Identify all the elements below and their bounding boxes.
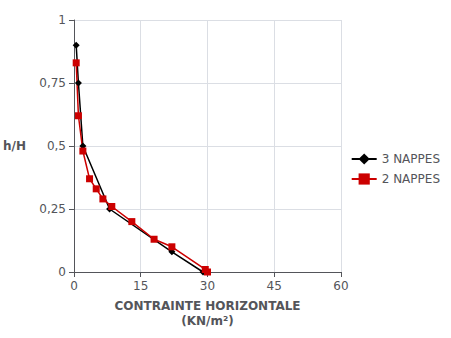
svg-text:2 NAPPES: 2 NAPPES bbox=[382, 172, 440, 186]
svg-text:15: 15 bbox=[133, 279, 148, 293]
svg-text:0: 0 bbox=[70, 279, 78, 293]
svg-text:1: 1 bbox=[58, 13, 66, 27]
svg-text:0,75: 0,75 bbox=[39, 76, 66, 90]
svg-text:0,5: 0,5 bbox=[47, 139, 66, 153]
svg-text:30: 30 bbox=[200, 279, 215, 293]
svg-text:3 NAPPES: 3 NAPPES bbox=[382, 152, 440, 166]
svg-text:0: 0 bbox=[58, 265, 66, 279]
svg-text:CONTRAINTE HORIZONTALE: CONTRAINTE HORIZONTALE bbox=[114, 299, 300, 313]
svg-text:(KN/m²): (KN/m²) bbox=[181, 314, 233, 328]
svg-text:h/H: h/H bbox=[3, 139, 26, 153]
svg-text:0,25: 0,25 bbox=[39, 202, 66, 216]
svg-text:45: 45 bbox=[267, 279, 282, 293]
svg-text:60: 60 bbox=[333, 279, 348, 293]
